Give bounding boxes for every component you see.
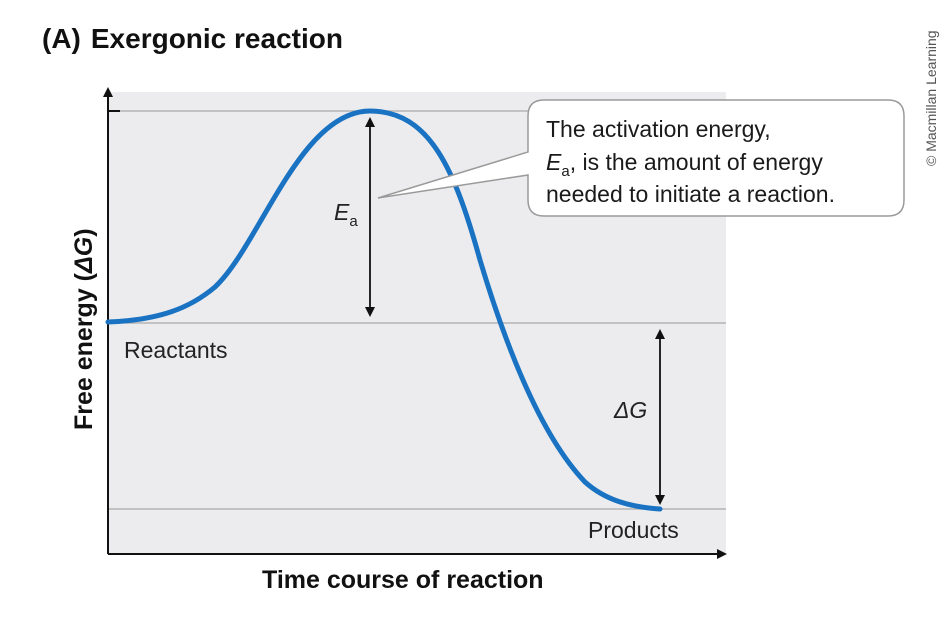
callout-line2-rest: , is the amount of energy	[570, 149, 824, 175]
ea-label: Ea	[334, 199, 358, 230]
callout-line1: The activation energy,	[546, 116, 771, 142]
callout-line3: needed to initiate a reaction.	[546, 181, 835, 207]
y-axis-label-symbol: ΔG	[70, 237, 98, 274]
y-axis-label-suffix: )	[70, 228, 98, 236]
ea-subscript: a	[349, 213, 358, 230]
figure-tag: (A)	[42, 23, 81, 54]
ea-label-bg	[330, 192, 368, 230]
callout-ea-subscript: a	[561, 163, 570, 180]
figure-title: (A) Exergonic reaction	[42, 23, 343, 54]
figure-title-text: Exergonic reaction	[91, 23, 343, 54]
callout-line2: Ea, is the amount of energy	[546, 149, 823, 180]
y-axis-label: Free energy (ΔG)	[70, 228, 98, 430]
delta-g-label-bg	[611, 392, 659, 424]
credit-text: © Macmillan Learning	[923, 30, 939, 166]
products-label: Products	[588, 517, 679, 543]
x-axis-label: Time course of reaction	[262, 566, 544, 594]
y-axis-label-prefix: Free energy (	[70, 272, 98, 430]
delta-g-label: ΔG	[613, 397, 647, 423]
callout-ea-symbol: E	[546, 149, 562, 175]
ea-symbol: E	[334, 199, 350, 225]
energy-curve	[105, 108, 663, 512]
callout-bubble	[377, 99, 905, 217]
reactants-label: Reactants	[124, 337, 228, 363]
